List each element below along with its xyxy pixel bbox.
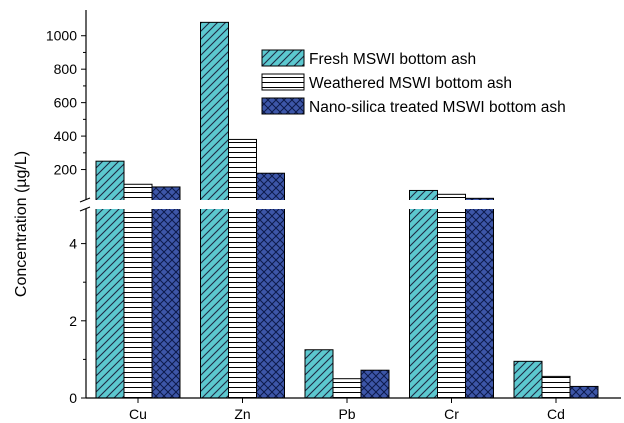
y-tick-label: 400 xyxy=(54,128,78,144)
legend-label-series-1: Fresh MSWI bottom ash xyxy=(309,51,476,68)
axis-break-mark xyxy=(79,197,91,203)
y-tick-label: 0 xyxy=(69,390,77,406)
y-tick-label: 1000 xyxy=(46,28,77,44)
bar-zn-series-2 xyxy=(228,138,257,399)
bar-zn-series-3 xyxy=(256,172,285,399)
y-tick-label: 600 xyxy=(54,95,78,111)
y-tick-label: 2 xyxy=(69,313,77,329)
y-tick-label: 4 xyxy=(69,236,77,252)
x-tick-label-zn: Zn xyxy=(234,406,250,422)
bar-pb-series-1 xyxy=(304,349,334,399)
axis-break-mark xyxy=(79,206,91,212)
y-tick-label: 800 xyxy=(54,61,78,77)
x-tick-label-cr: Cr xyxy=(444,406,459,422)
x-tick-label-cu: Cu xyxy=(129,406,147,422)
bar-cd-series-1 xyxy=(513,360,543,399)
legend-label-series-3: Nano-silica treated MSWI bottom ash xyxy=(309,99,566,116)
legend-swatch-series-3 xyxy=(261,97,305,115)
bar-cr-series-2 xyxy=(437,193,466,399)
bar-pb-series-3 xyxy=(360,369,390,399)
bar-cu-series-2 xyxy=(123,183,153,399)
x-tick-label-pb: Pb xyxy=(338,406,355,422)
bar-cr-series-3 xyxy=(465,197,494,399)
x-tick-label-cd: Cd xyxy=(547,406,565,422)
bar-zn-series-1 xyxy=(200,21,229,399)
bar-cr-series-1 xyxy=(409,189,438,399)
y-axis-title: Concentration (µg/L) xyxy=(13,151,30,297)
legend: Fresh MSWI bottom ash Weathered MSWI bott… xyxy=(261,49,566,116)
legend-swatch-series-2 xyxy=(261,73,305,91)
bar-cd-series-3 xyxy=(569,385,599,399)
bar-cd-series-2 xyxy=(541,375,571,399)
legend-label-series-2: Weathered MSWI bottom ash xyxy=(309,75,512,92)
y-tick-label: 200 xyxy=(54,162,78,178)
legend-swatch-series-1 xyxy=(261,49,305,67)
bar-pb-series-2 xyxy=(332,378,362,399)
bar-cu-series-1 xyxy=(95,160,125,399)
bar-cu-series-3 xyxy=(151,186,181,399)
axis-break-band xyxy=(82,200,624,209)
